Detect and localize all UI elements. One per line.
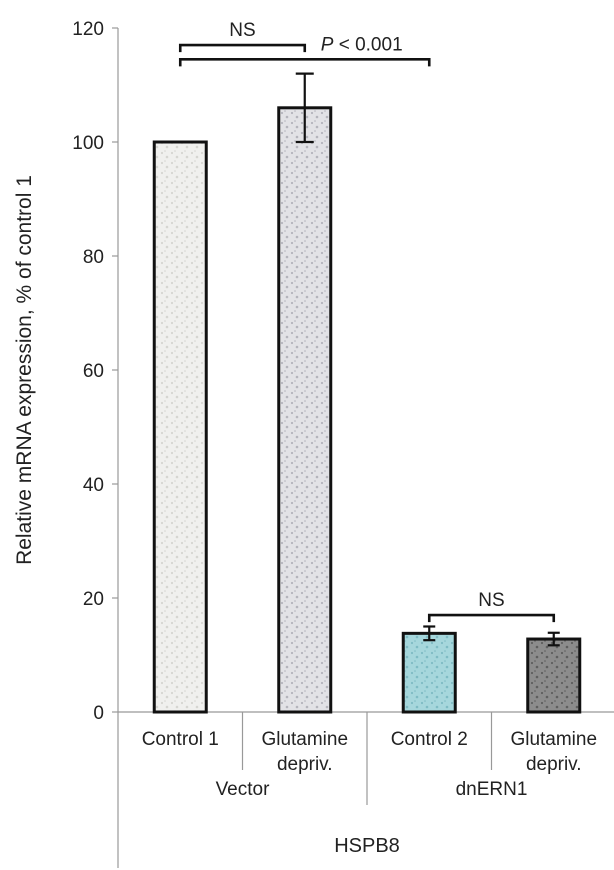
error-bars (295, 72, 560, 647)
y-axis-title: Relative mRNA expression, % of control 1 (13, 175, 36, 565)
category-label: depriv. (526, 754, 582, 775)
category-label: Glutamine (261, 729, 348, 750)
bar-2 (277, 106, 333, 714)
category-label: Glutamine (510, 729, 597, 750)
y-tick-label: 40 (83, 475, 104, 496)
y-tick-label: 0 (93, 703, 104, 724)
x-axis-title: HSPB8 (334, 835, 400, 857)
significance-text: < 0.001 (333, 34, 402, 55)
y-tick-label: 120 (72, 19, 104, 40)
p-symbol: P (321, 34, 334, 55)
y-axis: 0 20 40 60 80 100 120 (72, 19, 119, 868)
x-axis: Control 1 Glutamine depriv. Control 2 Glutam… (118, 711, 614, 857)
category-label: Control 2 (391, 729, 468, 750)
group-label: Vector (216, 779, 271, 800)
significance-label: NS (229, 20, 255, 41)
bar-4 (526, 637, 582, 714)
significance-label: P < 0.001 (321, 34, 403, 55)
y-tick-label: 100 (72, 133, 104, 154)
y-tick-label: 80 (83, 247, 104, 268)
significance-bracket (427, 613, 556, 623)
bar-3 (401, 631, 457, 714)
significance-label: NS (478, 590, 504, 611)
significance-bracket (178, 58, 431, 67)
significance-text: NS (478, 590, 504, 611)
significance-bracket (178, 43, 307, 53)
category-label: Control 1 (142, 729, 219, 750)
significance-annotations: NS P < 0.001 NS (178, 20, 556, 623)
category-label: depriv. (277, 754, 333, 775)
y-tick-label: 60 (83, 361, 104, 382)
group-label: dnERN1 (456, 779, 528, 800)
y-tick-label: 20 (83, 589, 104, 610)
bars (152, 106, 582, 714)
significance-text: NS (229, 20, 255, 41)
bar-1 (152, 140, 208, 714)
